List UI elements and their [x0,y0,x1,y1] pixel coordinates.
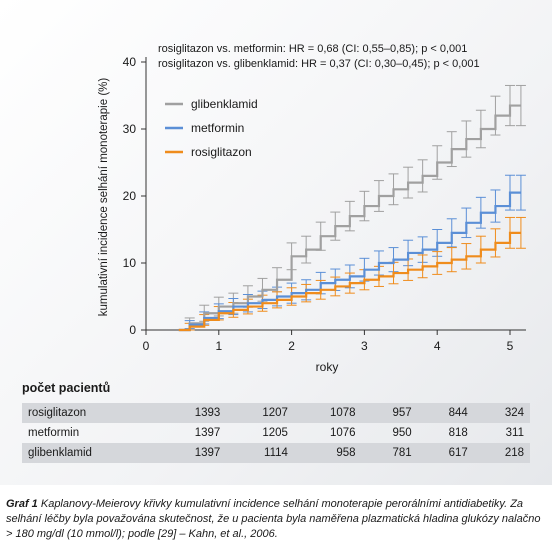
x-tick-label: 2 [288,339,295,353]
table-cell: 311 [505,427,524,439]
table-cell: 1397 [194,427,221,439]
y-axis-label: kumulativní incidence selhání monoterapi… [98,78,110,317]
caption-text: Kaplanovy-Meierovy křivky kumulativní in… [6,498,541,540]
table-row-label: metformin [28,427,80,439]
figure-panel: 0 1 2 3 4 5 0 10 20 30 40 glibenklamid metformin ros… [0,0,552,485]
table-cell: 844 [417,403,474,423]
chart-lines [178,104,521,332]
x-axis-label: roky [316,360,339,374]
x-tick-label: 0 [143,339,150,353]
x-tick-label: 5 [507,339,514,353]
table-cell: 1397 [158,443,227,463]
table-cell: 324 [473,403,530,423]
km-chart: 0 1 2 3 4 5 0 10 20 30 40 glibenklamid metformin ros… [98,43,526,374]
series-line-glibenklamid [178,104,521,332]
y-tick-label: 30 [123,122,137,136]
chart-legend: glibenklamid metformin rosiglitazon [165,97,258,159]
annotation-2: rosiglitazon vs. glibenklamid: HR = 0,37… [158,58,480,70]
legend-label-metformin: metformin [191,121,244,135]
patients-table: rosiglitazon 1393 1207 1078 957 844 324 metform… [22,403,530,463]
figure-caption: Graf 1 Kaplanovy-Meierovy křivky kumulat… [6,497,546,542]
table-cell: 957 [361,403,418,423]
table-cell: 1114 [226,443,294,463]
x-tick-label: 1 [215,339,222,353]
y-tick-label: 20 [123,189,137,203]
table-cell: 1205 [262,427,288,439]
table-cell: 1076 [329,427,356,439]
table-title: počet pacientů [22,381,111,395]
table-row-label: rosiglitazon [22,403,159,423]
series-line-metformin [178,191,521,332]
y-tick-label: 10 [123,256,137,270]
table-cell: 958 [293,443,362,463]
table-row-label: glibenklamid [22,443,159,463]
table-row: rosiglitazon 1393 1207 1078 957 844 324 [22,403,530,423]
table-cell: 1078 [293,403,362,423]
x-tick-label: 4 [434,339,441,353]
series-line-rosiglitazon [178,231,521,332]
legend-label-rosiglitazon: rosiglitazon [191,145,252,159]
table-row: metformin 1397 1205 1076 950 818 311 [22,423,530,443]
table-cell: 950 [392,427,412,439]
chart-axes: 0 1 2 3 4 5 0 10 20 30 40 [123,55,526,353]
legend-label-glibenklamid: glibenklamid [191,97,258,111]
caption-lead: Graf 1 [6,498,38,510]
table-cell: 1207 [226,403,294,423]
table-row: glibenklamid 1397 1114 958 781 617 218 [22,443,530,463]
annotation-1: rosiglitazon vs. metformin: HR = 0,68 (C… [158,43,467,55]
table-cell: 617 [417,443,474,463]
table-cell: 1393 [158,403,227,423]
table-cell: 218 [473,443,530,463]
table-cell: 781 [361,443,418,463]
y-tick-label: 0 [129,323,136,337]
y-tick-label: 40 [123,55,137,69]
x-tick-label: 3 [361,339,368,353]
table-cell: 818 [448,427,468,439]
